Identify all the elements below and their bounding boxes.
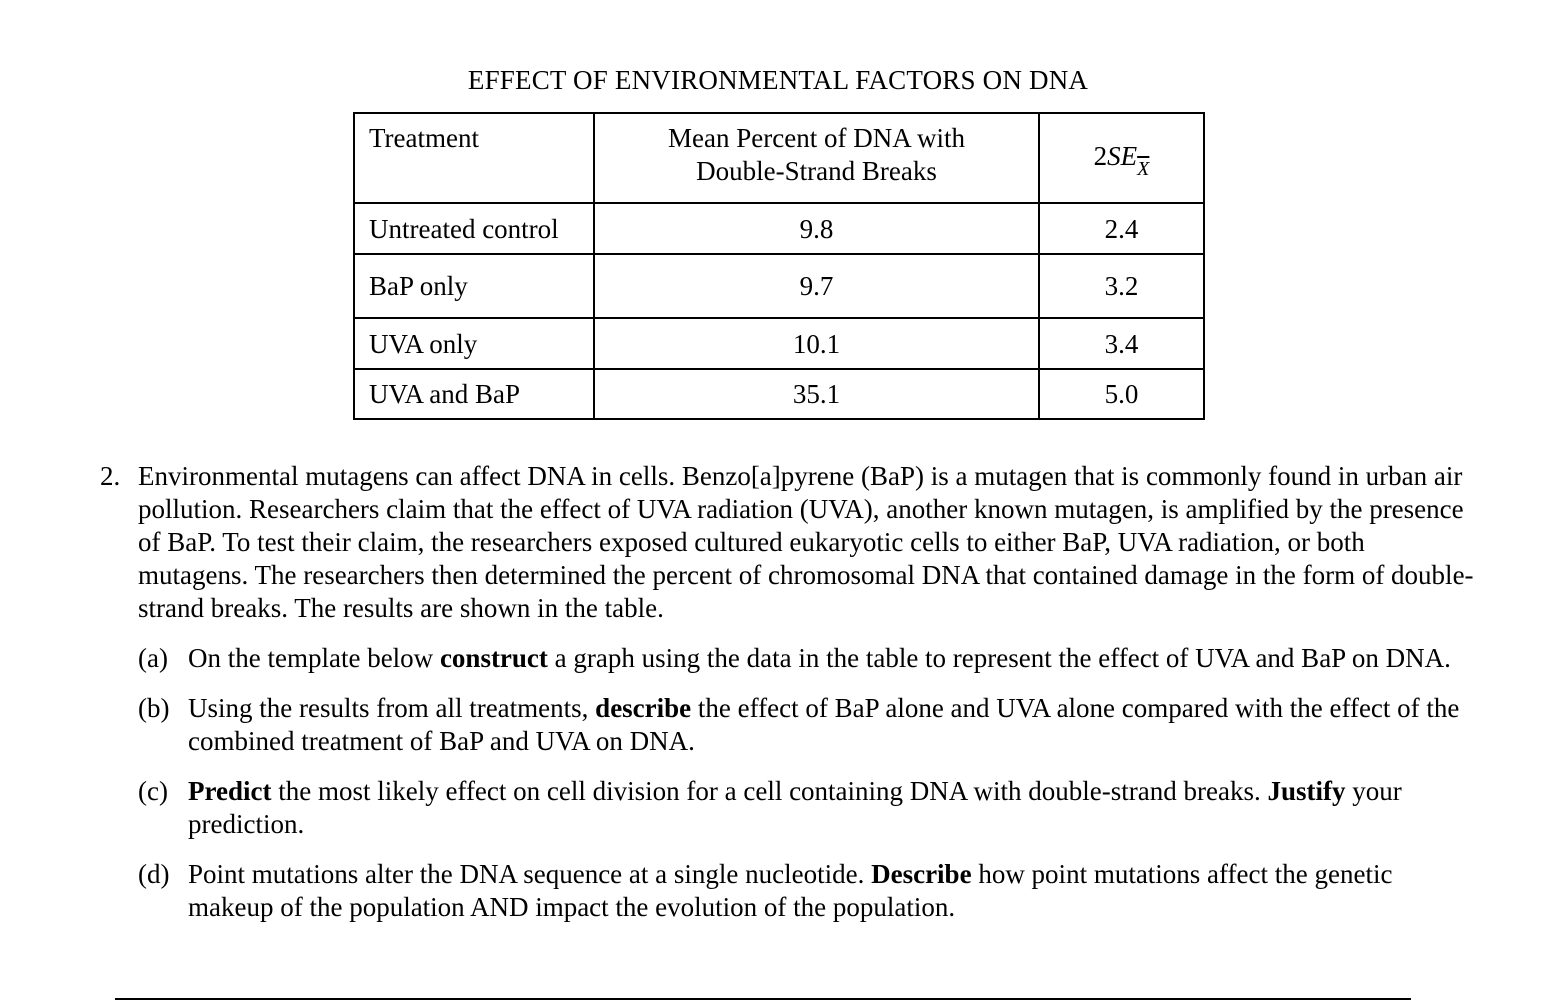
part-label: (b)	[138, 693, 170, 723]
cell-treatment: Untreated control	[353, 202, 595, 255]
header-standard-error: 2SEX	[1038, 112, 1205, 204]
table-row: UVA and BaP 35.1 5.0	[353, 368, 1205, 420]
task-verb: Justify	[1267, 776, 1346, 806]
cell-se: 3.4	[1038, 317, 1205, 370]
question-stem-row: 2. Environmental mutagens can affect DNA…	[100, 460, 1480, 625]
part-c: (c) Predict the most likely effect on ce…	[138, 775, 1480, 841]
header-mean-percent: Mean Percent of DNA with Double-Strand B…	[593, 112, 1040, 204]
question-parts: (a) On the template below construct a gr…	[138, 642, 1480, 924]
cell-mean: 9.8	[593, 202, 1040, 255]
part-text: Predict the most likely effect on cell d…	[188, 776, 1402, 839]
header-treatment: Treatment	[353, 112, 595, 204]
table-title: EFFECT OF ENVIRONMENTAL FACTORS ON DNA	[467, 65, 1089, 95]
task-verb: Predict	[188, 776, 272, 806]
cell-mean: 35.1	[593, 368, 1040, 420]
part-text: Point mutations alter the DNA sequence a…	[188, 859, 1393, 922]
task-verb: describe	[595, 693, 692, 723]
cell-se: 2.4	[1038, 202, 1205, 255]
task-verb: construct	[439, 643, 548, 673]
question-stem: Environmental mutagens can affect DNA in…	[138, 461, 1474, 623]
cell-treatment: UVA and BaP	[353, 368, 595, 420]
part-text: Using the results from all treatments, d…	[188, 693, 1460, 756]
part-d: (d) Point mutations alter the DNA sequen…	[138, 858, 1480, 924]
header-mean-line1: Mean Percent of DNA with	[668, 123, 965, 153]
bottom-rule	[115, 998, 1411, 1000]
table-header-row: Treatment Mean Percent of DNA with Doubl…	[353, 112, 1205, 204]
table-row: UVA only 10.1 3.4	[353, 317, 1205, 370]
table-row: Untreated control 9.8 2.4	[353, 202, 1205, 255]
cell-treatment: UVA only	[353, 317, 595, 370]
part-a: (a) On the template below construct a gr…	[138, 642, 1480, 675]
question-number: 2.	[100, 461, 121, 491]
cell-mean: 9.7	[593, 253, 1040, 319]
results-table: Treatment Mean Percent of DNA with Doubl…	[353, 112, 1205, 420]
part-label: (a)	[138, 643, 168, 673]
question-2: 2. Environmental mutagens can affect DNA…	[100, 460, 1480, 924]
part-text: On the template below construct a graph …	[188, 643, 1451, 673]
se-symbol: 2SEX	[1093, 141, 1150, 180]
part-b: (b) Using the results from all treatment…	[138, 692, 1480, 758]
table-row: BaP only 9.7 3.2	[353, 253, 1205, 319]
cell-se: 5.0	[1038, 368, 1205, 420]
cell-mean: 10.1	[593, 317, 1040, 370]
part-label: (c)	[138, 776, 168, 806]
part-label: (d)	[138, 859, 170, 889]
cell-treatment: BaP only	[353, 253, 595, 319]
task-verb: Describe	[871, 859, 972, 889]
header-mean-line2: Double-Strand Breaks	[696, 156, 937, 186]
cell-se: 3.2	[1038, 253, 1205, 319]
